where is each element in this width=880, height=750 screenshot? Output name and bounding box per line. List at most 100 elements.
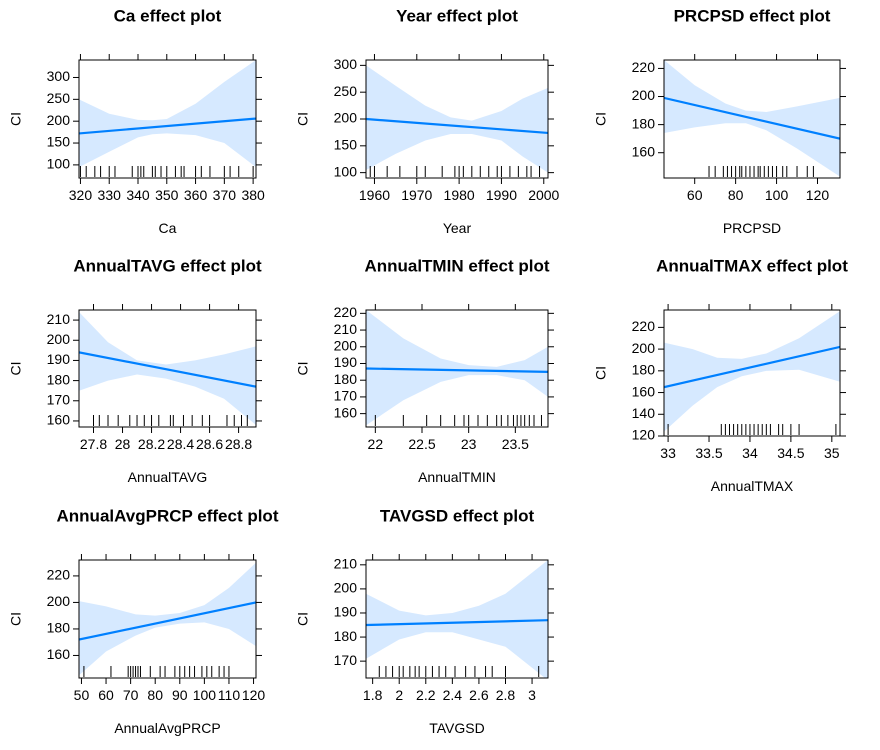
confidence-band <box>79 60 256 168</box>
x-tick-label: 100 <box>765 187 789 203</box>
x-tick-label: 330 <box>98 187 122 203</box>
y-tick-label: 200 <box>47 331 71 347</box>
y-tick-label: 180 <box>632 115 656 131</box>
y-tick-label: 180 <box>632 362 656 378</box>
x-tick-label: 100 <box>193 687 217 703</box>
panel-title: AnnualTMAX effect plot <box>656 256 848 275</box>
x-axis-label: TAVGSD <box>429 720 485 736</box>
fit-line <box>79 351 256 388</box>
x-tick-label: 2 <box>395 687 403 703</box>
x-tick-label: 340 <box>126 187 150 203</box>
plot-frame <box>663 309 841 437</box>
y-tick-label: 190 <box>334 604 358 620</box>
y-axis-label: CI <box>295 362 311 376</box>
y-tick-label: 250 <box>334 83 358 99</box>
panel-title: Ca effect plot <box>114 6 222 25</box>
effect-plot-panel: AnnualAvgPRCP effect plot 50 60 70 80 90 100 11… <box>8 506 279 736</box>
y-tick-label: 190 <box>47 351 71 367</box>
x-tick-label: 3 <box>528 687 536 703</box>
x-tick-label: 80 <box>147 687 163 703</box>
y-tick-label: 210 <box>334 321 358 337</box>
x-tick-label: 35 <box>824 445 840 461</box>
panel-title: PRCPSD effect plot <box>674 6 831 25</box>
effect-plot-panel: AnnualTMIN effect plot 22 22.5 23 23.5 160170… <box>295 256 554 485</box>
x-tick-label: 1970 <box>401 187 432 203</box>
x-tick-label: 60 <box>98 687 114 703</box>
y-tick-label: 220 <box>47 567 71 583</box>
y-tick-label: 180 <box>334 628 358 644</box>
y-axis-label: CI <box>8 362 24 376</box>
x-tick-label: 28 <box>115 436 131 452</box>
plot-frame <box>78 559 257 679</box>
y-axis-label: CI <box>8 112 24 126</box>
x-tick-label: 1990 <box>486 187 517 203</box>
x-tick-label: 380 <box>241 187 265 203</box>
y-tick-label: 300 <box>47 68 71 84</box>
x-tick-label: 370 <box>213 187 237 203</box>
y-axis-label: CI <box>593 112 609 126</box>
y-tick-label: 210 <box>47 311 71 327</box>
x-axis-label: Ca <box>159 220 177 236</box>
y-axis-label: CI <box>8 612 24 626</box>
y-tick-label: 200 <box>47 112 71 128</box>
effect-plot-panel: TAVGSD effect plot 1.8 2 2.2 2.4 2.6 2.8 3 170 18… <box>295 506 554 736</box>
x-tick-label: 90 <box>172 687 188 703</box>
confidence-band <box>366 310 548 426</box>
y-tick-label: 190 <box>334 354 358 370</box>
x-tick-label: 2.8 <box>496 687 516 703</box>
y-tick-label: 200 <box>632 87 656 103</box>
x-axis-label: AnnualTAVG <box>128 469 208 485</box>
x-axis-label: AnnualTMAX <box>711 478 794 494</box>
x-tick-label: 320 <box>69 187 93 203</box>
x-tick-label: 110 <box>218 687 241 703</box>
plot-frame <box>663 59 841 179</box>
plot-frame <box>78 59 257 179</box>
effect-plot-panel: PRCPSD effect plot 60 80 100 120 160 180 200 220… <box>593 6 846 236</box>
plot-frame <box>78 309 257 428</box>
x-tick-label: 70 <box>123 687 139 703</box>
x-tick-label: 23 <box>461 436 477 452</box>
x-tick-label: 23.5 <box>502 436 529 452</box>
x-tick-label: 28.6 <box>196 436 223 452</box>
plot-frame <box>365 559 549 679</box>
y-tick-label: 160 <box>47 412 71 428</box>
x-tick-label: 120 <box>242 687 266 703</box>
x-axis-label: PRCPSD <box>723 220 781 236</box>
y-tick-label: 150 <box>334 137 358 153</box>
x-tick-label: 28.8 <box>225 436 252 452</box>
x-tick-label: 33.5 <box>695 445 722 461</box>
x-tick-label: 28.4 <box>167 436 194 452</box>
y-tick-label: 200 <box>47 593 71 609</box>
x-tick-label: 22.5 <box>408 436 435 452</box>
x-tick-label: 22 <box>368 436 384 452</box>
y-tick-label: 180 <box>47 620 71 636</box>
confidence-band <box>664 311 840 432</box>
x-tick-label: 350 <box>155 187 179 203</box>
x-tick-label: 33 <box>660 445 676 461</box>
y-tick-label: 170 <box>334 652 358 668</box>
y-axis-label: CI <box>593 366 609 380</box>
y-tick-label: 100 <box>47 156 71 172</box>
y-tick-label: 160 <box>632 383 656 399</box>
x-tick-label: 2.2 <box>416 687 436 703</box>
y-tick-label: 220 <box>334 304 358 320</box>
x-tick-label: 1960 <box>359 187 390 203</box>
y-tick-label: 180 <box>47 371 71 387</box>
y-axis-label: CI <box>295 612 311 626</box>
x-tick-label: 2000 <box>528 187 559 203</box>
y-tick-label: 210 <box>334 556 358 572</box>
x-tick-label: 1980 <box>444 187 475 203</box>
y-tick-label: 200 <box>334 110 358 126</box>
fit-line <box>79 117 256 135</box>
x-tick-label: 27.8 <box>80 436 107 452</box>
x-tick-label: 2.6 <box>469 687 489 703</box>
confidence-band <box>366 65 548 173</box>
x-tick-label: 28.2 <box>138 436 165 452</box>
effect-plot-panel: AnnualTAVG effect plot 27.8 28 28.2 28.4 28.6… <box>8 256 262 485</box>
y-tick-label: 160 <box>334 404 358 420</box>
fit-line <box>664 345 840 389</box>
x-tick-label: 2.4 <box>443 687 463 703</box>
x-tick-label: 1.8 <box>363 687 383 703</box>
confidence-band <box>79 562 256 676</box>
y-tick-label: 170 <box>334 388 358 404</box>
